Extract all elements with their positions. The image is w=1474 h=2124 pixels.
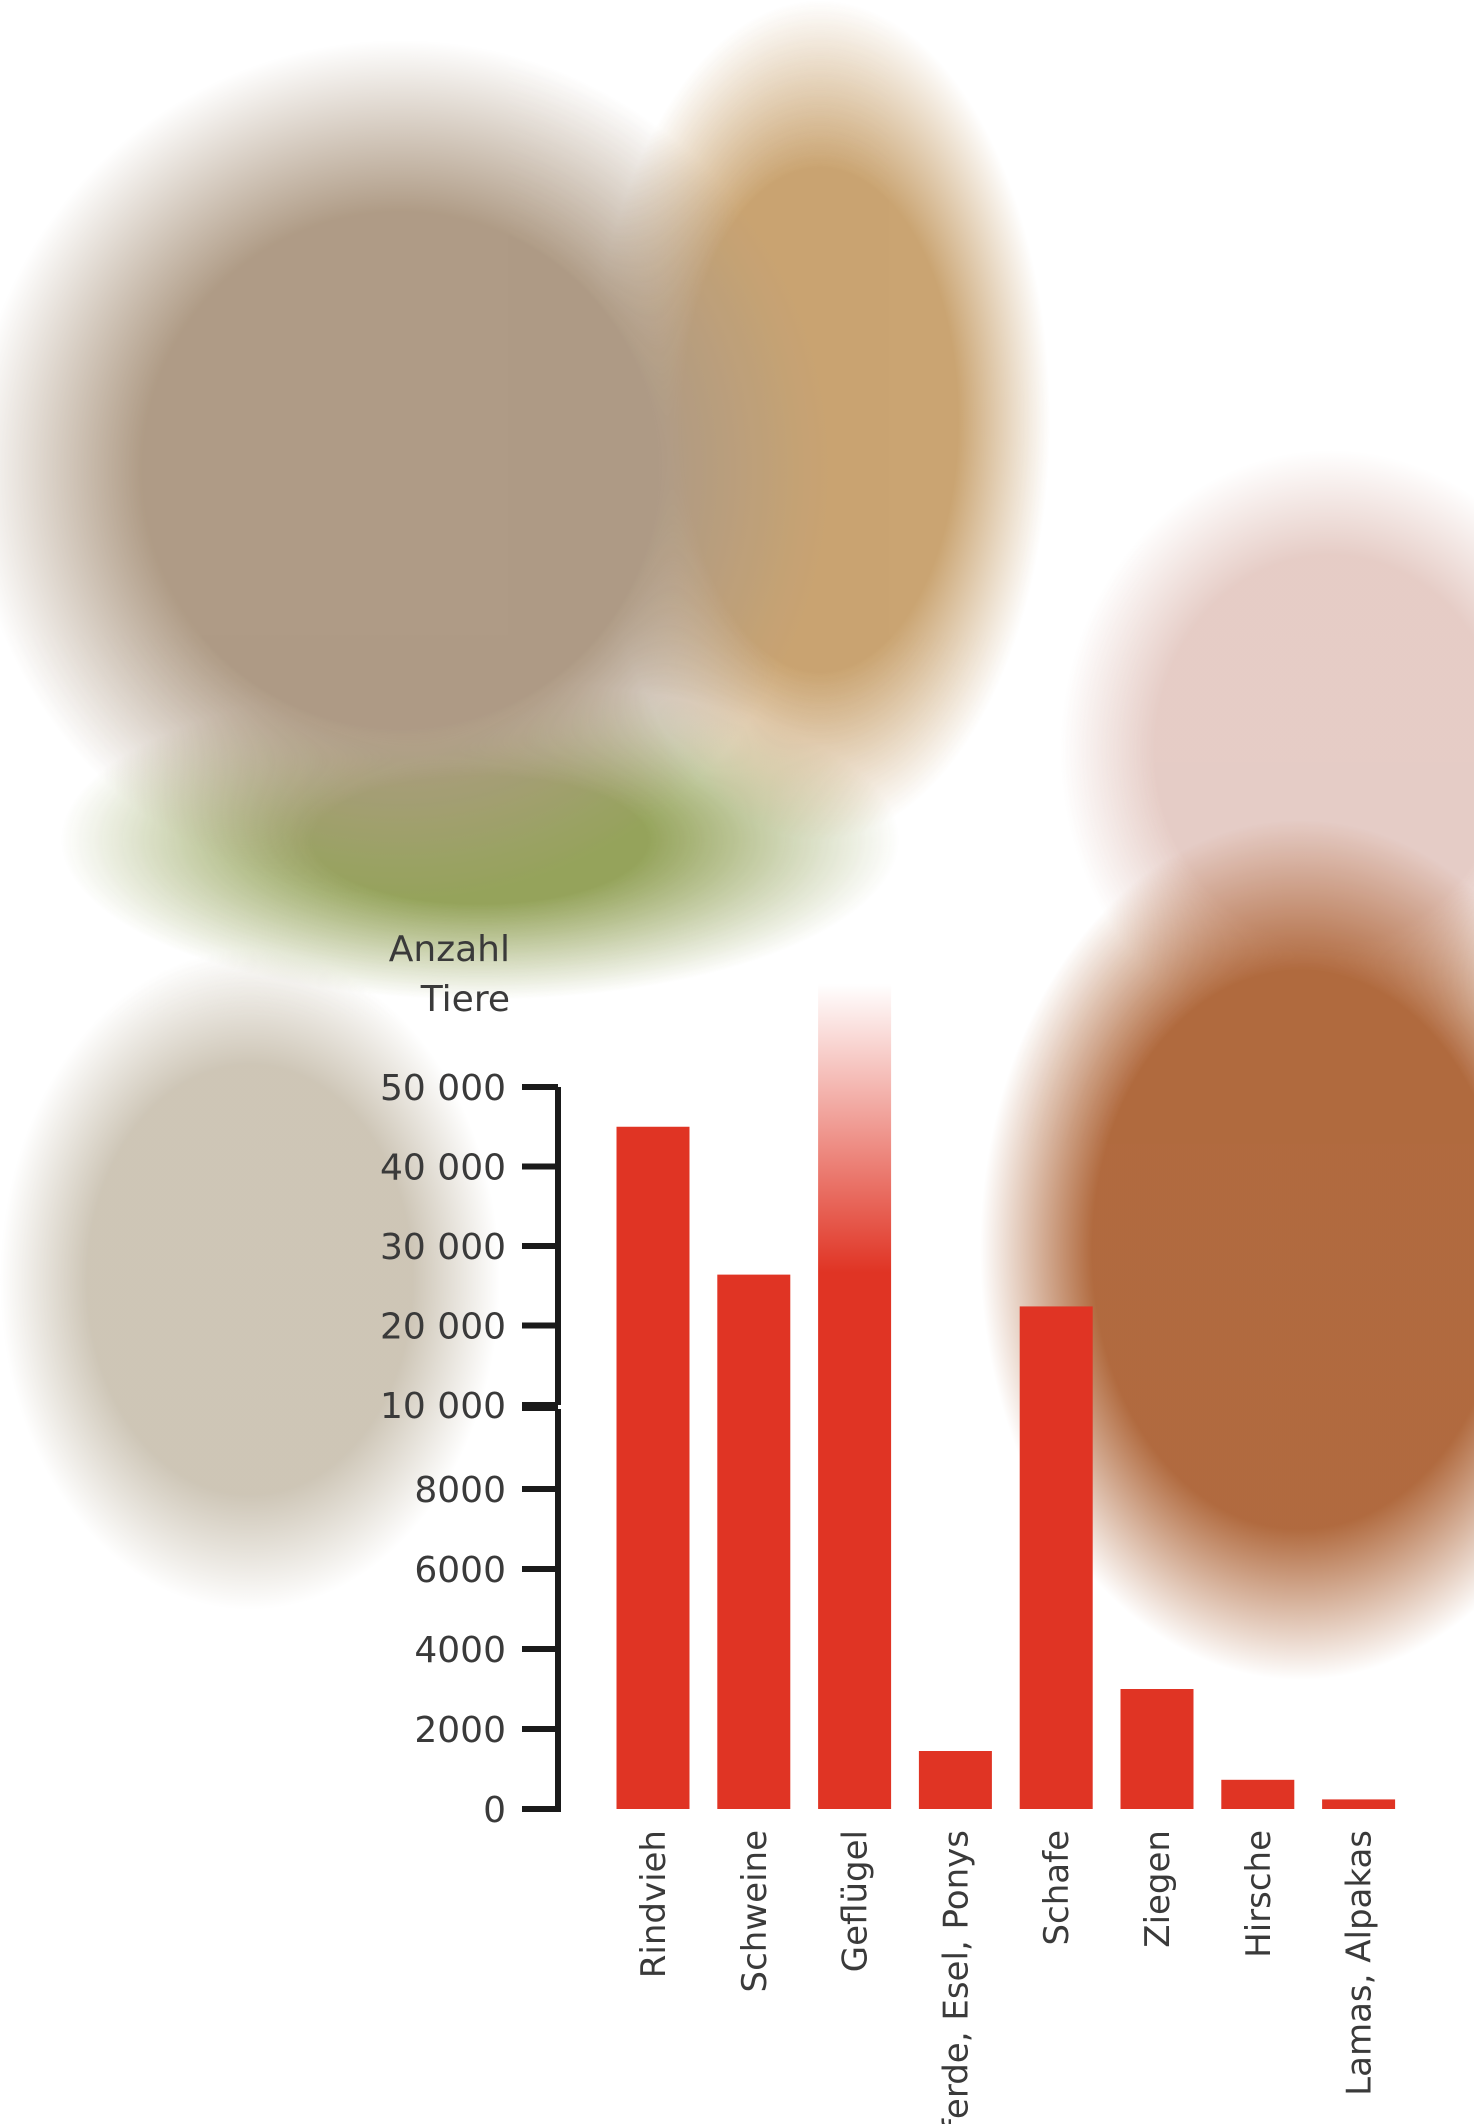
- y-tick-label: 20 000: [380, 1307, 506, 1348]
- y-tick-label: 0: [483, 1790, 506, 1831]
- y-tick-label: 6000: [414, 1550, 506, 1591]
- y-tick-label: 2000: [414, 1710, 506, 1751]
- x-tick-label: Lamas, Alpakas: [1340, 1830, 1380, 2096]
- y-tick-label: 30 000: [380, 1227, 506, 1268]
- bar: [717, 1275, 790, 1809]
- x-tick-label: Schweine: [735, 1830, 775, 1992]
- bar: [1020, 1306, 1093, 1809]
- bar: [818, 984, 891, 1809]
- x-tick-label: Geflügel: [836, 1830, 876, 1972]
- y-tick-label: 50 000: [380, 1068, 506, 1109]
- x-tick-label: Hirsche: [1239, 1830, 1279, 1958]
- bar: [1221, 1780, 1294, 1809]
- y-tick-label: 8000: [414, 1470, 506, 1511]
- y-tick-label: 40 000: [380, 1148, 506, 1189]
- bar: [617, 1127, 690, 1809]
- bar: [919, 1751, 992, 1809]
- y-tick-label: 10 000: [380, 1386, 506, 1427]
- x-tick-label: Pferde, Esel, Ponys: [936, 1830, 976, 2124]
- y-axis-label: Anzahl Tiere: [360, 925, 510, 1025]
- x-tick-label: Schafe: [1037, 1830, 1077, 1946]
- x-tick-label: Rindvieh: [634, 1830, 674, 1978]
- bar: [1322, 1799, 1395, 1809]
- bar: [1121, 1689, 1194, 1809]
- page: 0 2000 4000 6000 8000 10 000 20 000 30 000 40 00…: [0, 0, 1474, 2124]
- x-tick-label: Ziegen: [1138, 1830, 1178, 1948]
- y-tick-label: 4000: [414, 1630, 506, 1671]
- chart: 0 2000 4000 6000 8000 10 000 20 000 30 000 40 00…: [0, 0, 1474, 2124]
